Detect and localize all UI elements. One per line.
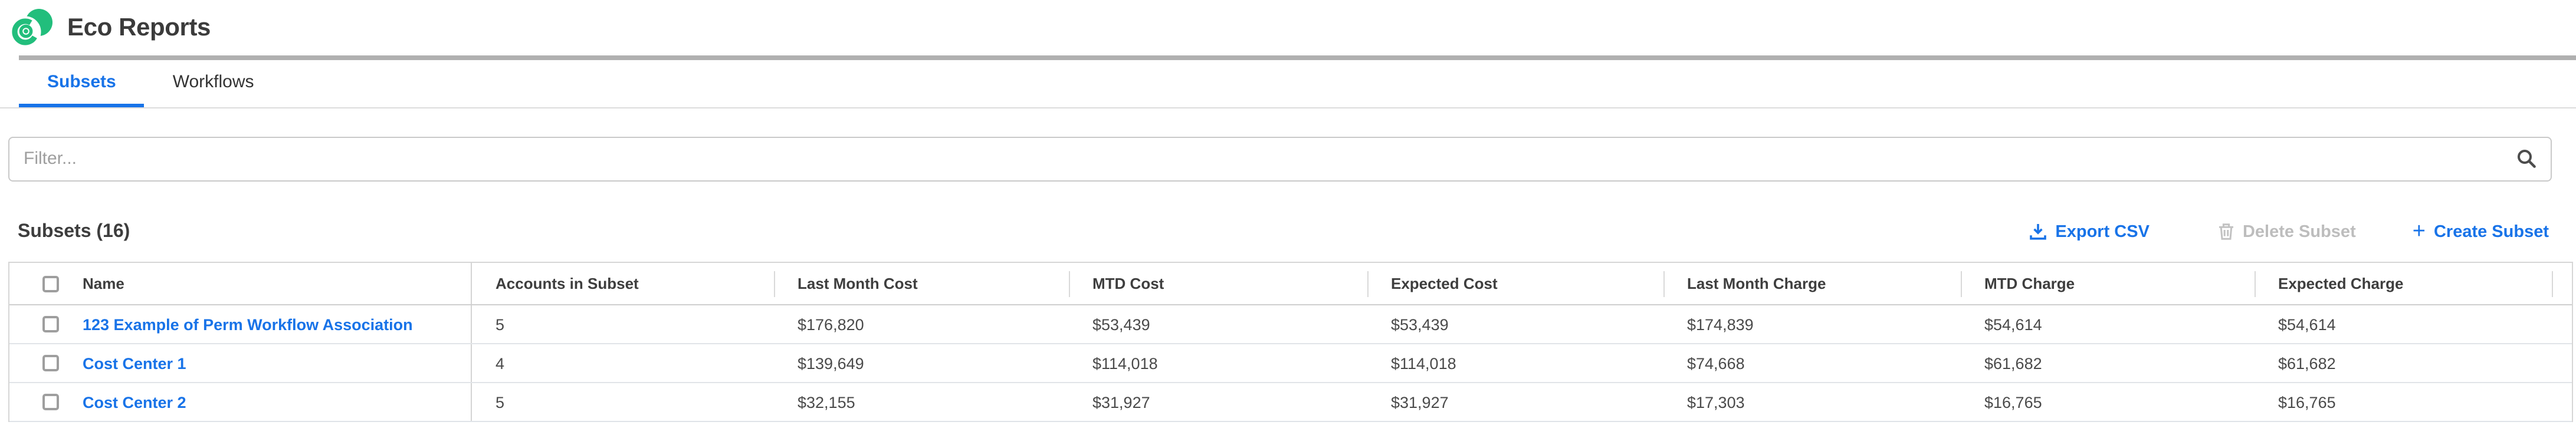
page-title: Eco Reports [67, 14, 211, 41]
cell-expected-cost: $31,927 [1391, 393, 1449, 411]
column-header-last-month-cost[interactable]: Last Month Cost [774, 263, 1069, 304]
column-header-filler [2552, 263, 2575, 304]
table-row: 123 Example of Perm Workflow Association… [9, 305, 2571, 344]
export-csv-button[interactable]: Export CSV [2029, 222, 2150, 241]
cell-mtd-cost: $53,439 [1092, 315, 1150, 333]
column-header-expected-cost[interactable]: Expected Cost [1367, 263, 1663, 304]
plus-icon: + [2412, 219, 2426, 243]
table-header-row: Name Accounts in Subset Last Month Cost MTD… [9, 263, 2571, 305]
cell-accounts-in-subset: 5 [495, 393, 505, 411]
header-divider [19, 55, 2576, 60]
delete-subset-button[interactable]: Delete Subset [2218, 222, 2356, 241]
search-icon[interactable] [2516, 148, 2537, 169]
table-row: Cost Center 1 4 $139,649 $114,018 $114,018 $7… [9, 344, 2571, 383]
tab-workflows[interactable]: Workflows [172, 71, 254, 91]
tab-bar: Subsets Workflows [0, 60, 2576, 108]
filter-bar [8, 136, 2551, 181]
column-header-expected-charge[interactable]: Expected Charge [2255, 263, 2552, 304]
cell-mtd-cost: $31,927 [1092, 393, 1150, 411]
filter-input[interactable] [8, 136, 2551, 181]
row-checkbox[interactable] [42, 394, 59, 410]
subset-name-link[interactable]: Cost Center 1 [83, 354, 186, 372]
cell-expected-charge: $16,765 [2278, 393, 2336, 411]
table-row: Cost Center 2 5 $32,155 $31,927 $31,927 $17,3… [9, 383, 2571, 422]
cell-last-month-cost: $139,649 [798, 354, 864, 372]
select-all-checkbox[interactable] [42, 275, 59, 292]
table-body: 123 Example of Perm Workflow Association… [9, 305, 2571, 422]
cell-last-month-charge: $17,303 [1687, 393, 1745, 411]
cell-expected-charge: $61,682 [2278, 354, 2336, 372]
column-header-accounts-in-subset[interactable]: Accounts in Subset [495, 275, 639, 292]
cell-last-month-cost: $176,820 [798, 315, 864, 333]
subset-name-cell: 123 Example of Perm Workflow Association [9, 305, 472, 343]
subsets-table: Name Accounts in Subset Last Month Cost MTD… [8, 262, 2572, 422]
cell-last-month-cost: $32,155 [798, 393, 855, 411]
cell-expected-cost: $114,018 [1391, 354, 1456, 372]
row-checkbox[interactable] [42, 316, 59, 332]
cell-accounts-in-subset: 5 [495, 315, 505, 333]
cell-filler [2552, 383, 2575, 421]
cell-mtd-charge: $61,682 [1984, 354, 2042, 372]
download-icon [2029, 223, 2047, 240]
column-header-mtd-cost[interactable]: MTD Cost [1069, 263, 1367, 304]
subset-name-cell: Cost Center 1 [9, 344, 472, 382]
subsets-toolbar: Subsets (16) Export CSV [8, 220, 2572, 243]
cell-filler [2552, 305, 2575, 343]
tab-subsets[interactable]: Subsets [19, 60, 145, 107]
cell-accounts-in-subset: 4 [495, 354, 505, 372]
row-checkbox[interactable] [42, 355, 59, 371]
create-subset-button[interactable]: + Create Subset [2412, 219, 2549, 243]
cell-expected-charge: $54,614 [2278, 315, 2336, 333]
column-header-name[interactable]: Name [9, 263, 472, 304]
cell-last-month-charge: $74,668 [1687, 354, 1745, 372]
subset-name-link[interactable]: 123 Example of Perm Workflow Association [83, 315, 413, 333]
subsets-count-heading: Subsets (16) [18, 221, 130, 241]
subset-name-cell: Cost Center 2 [9, 383, 472, 421]
trash-icon [2218, 223, 2234, 240]
column-header-last-month-charge[interactable]: Last Month Charge [1663, 263, 1961, 304]
cell-expected-cost: $53,439 [1391, 315, 1449, 333]
column-header-mtd-charge[interactable]: MTD Charge [1961, 263, 2255, 304]
cell-mtd-charge: $16,765 [1984, 393, 2042, 411]
subset-name-link[interactable]: Cost Center 2 [83, 393, 186, 411]
cell-mtd-cost: $114,018 [1092, 354, 1158, 372]
cell-mtd-charge: $54,614 [1984, 315, 2042, 333]
cell-filler [2552, 344, 2575, 382]
app-header: Eco Reports [0, 0, 2576, 55]
cell-last-month-charge: $174,839 [1687, 315, 1754, 333]
eco-swirl-logo-icon [11, 8, 54, 48]
